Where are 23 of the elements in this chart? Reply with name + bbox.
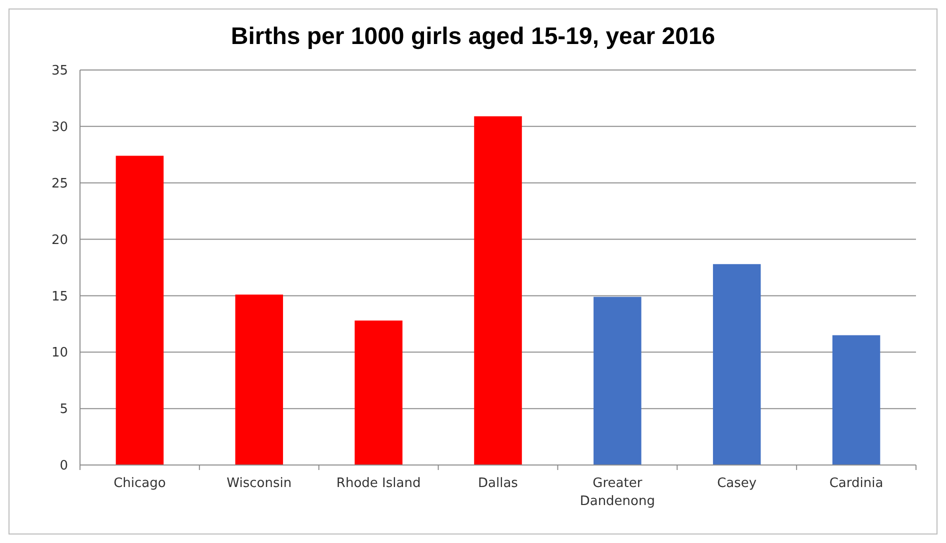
bar [116, 156, 164, 465]
x-tick-label: Wisconsin [226, 476, 292, 491]
bar [235, 294, 284, 465]
x-tick-label: Cardinia [829, 476, 884, 491]
bar [832, 335, 880, 465]
chart-title: Births per 1000 girls aged 15-19, year 2016 [230, 23, 716, 50]
x-tick-label: Rhode Island [336, 476, 421, 491]
x-tick-label: Chicago [114, 476, 166, 491]
y-tick-label: 35 [51, 64, 68, 79]
bar [354, 320, 402, 465]
x-tick-label: Greater Dandenong [580, 476, 656, 509]
y-tick-label: 10 [51, 346, 68, 361]
bar [474, 116, 522, 465]
x-tick-label: Casey [717, 476, 757, 491]
y-tick-label: 15 [51, 289, 68, 304]
y-tick-label: 30 [51, 120, 68, 135]
bar [594, 296, 642, 465]
y-tick-label: 25 [51, 176, 68, 192]
x-tick-label: Dallas [478, 476, 518, 491]
bar [712, 264, 761, 465]
y-tick-label: 20 [51, 232, 68, 248]
y-tick-label: 5 [60, 402, 68, 418]
y-tick-label: 0 [60, 458, 68, 474]
